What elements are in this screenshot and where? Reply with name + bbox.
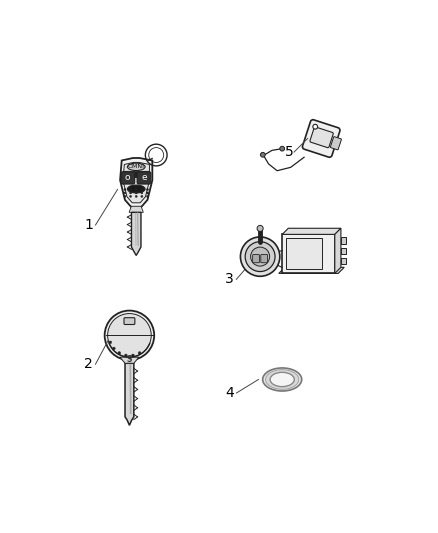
Polygon shape xyxy=(131,212,141,255)
Text: 2: 2 xyxy=(85,357,93,371)
Circle shape xyxy=(130,189,131,190)
Text: 5: 5 xyxy=(285,145,293,159)
Ellipse shape xyxy=(265,370,299,389)
Circle shape xyxy=(141,196,143,197)
Text: e: e xyxy=(141,173,147,182)
FancyBboxPatch shape xyxy=(121,172,135,184)
FancyBboxPatch shape xyxy=(124,318,135,325)
Circle shape xyxy=(131,354,134,357)
Ellipse shape xyxy=(127,163,145,171)
FancyBboxPatch shape xyxy=(310,127,333,148)
Circle shape xyxy=(113,347,115,350)
FancyBboxPatch shape xyxy=(302,119,340,157)
FancyBboxPatch shape xyxy=(282,235,335,273)
Text: 4: 4 xyxy=(225,386,234,400)
Text: OMNI: OMNI xyxy=(128,164,145,169)
Circle shape xyxy=(118,352,120,354)
Circle shape xyxy=(245,241,275,271)
Circle shape xyxy=(124,192,126,194)
Polygon shape xyxy=(279,267,344,273)
FancyBboxPatch shape xyxy=(123,171,149,177)
Circle shape xyxy=(280,146,285,151)
Circle shape xyxy=(146,196,148,197)
Circle shape xyxy=(257,225,263,231)
Polygon shape xyxy=(120,357,139,364)
Circle shape xyxy=(108,313,151,357)
FancyBboxPatch shape xyxy=(261,255,268,263)
Circle shape xyxy=(313,124,318,129)
FancyBboxPatch shape xyxy=(341,258,346,264)
Circle shape xyxy=(146,192,148,194)
FancyBboxPatch shape xyxy=(341,248,346,254)
Circle shape xyxy=(138,352,141,354)
Polygon shape xyxy=(120,158,152,207)
Ellipse shape xyxy=(263,368,302,391)
FancyBboxPatch shape xyxy=(330,136,341,150)
FancyBboxPatch shape xyxy=(137,172,151,184)
Polygon shape xyxy=(123,163,149,203)
Circle shape xyxy=(135,189,137,190)
Circle shape xyxy=(124,354,127,357)
Text: 3: 3 xyxy=(225,272,234,286)
Circle shape xyxy=(141,192,143,194)
Text: o: o xyxy=(125,173,130,182)
FancyBboxPatch shape xyxy=(286,238,322,269)
Circle shape xyxy=(130,196,131,197)
Text: S: S xyxy=(127,356,132,365)
Circle shape xyxy=(141,189,143,190)
Polygon shape xyxy=(125,364,134,425)
FancyBboxPatch shape xyxy=(253,255,259,263)
Circle shape xyxy=(261,152,265,157)
Polygon shape xyxy=(335,228,341,273)
Circle shape xyxy=(240,237,280,276)
Circle shape xyxy=(135,192,137,194)
Circle shape xyxy=(105,311,154,360)
Ellipse shape xyxy=(270,373,294,386)
Circle shape xyxy=(135,196,137,197)
Circle shape xyxy=(124,189,126,190)
Circle shape xyxy=(109,341,112,344)
Polygon shape xyxy=(129,206,143,212)
Ellipse shape xyxy=(127,185,145,193)
FancyBboxPatch shape xyxy=(341,237,346,244)
Polygon shape xyxy=(282,228,341,235)
Text: 1: 1 xyxy=(84,218,93,232)
Circle shape xyxy=(146,189,148,190)
Circle shape xyxy=(130,192,131,194)
Circle shape xyxy=(251,247,270,266)
Circle shape xyxy=(124,196,126,197)
